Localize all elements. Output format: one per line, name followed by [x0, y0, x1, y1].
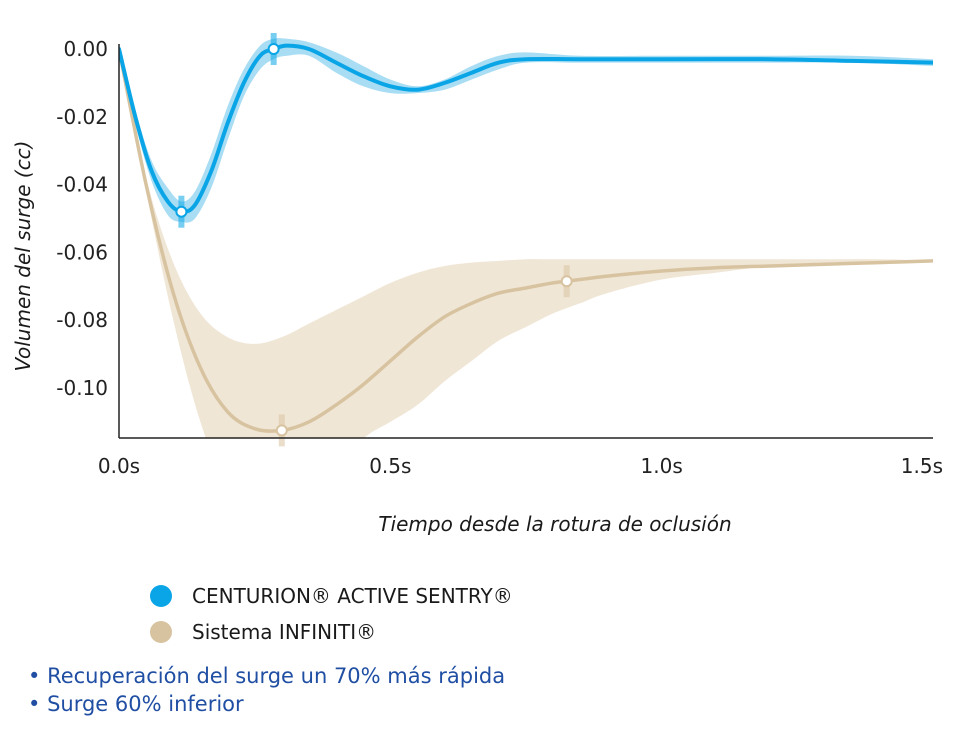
- infiniti-confidence-band: [119, 49, 933, 438]
- y-tick-label: -0.06: [56, 240, 108, 264]
- x-axis-title: Tiempo desde la rotura de oclusión: [378, 512, 731, 536]
- infiniti-marker-point: [560, 275, 573, 288]
- x-tick-label: 1.5s: [901, 454, 943, 478]
- y-tick-label: -0.04: [56, 173, 108, 197]
- legend-label-infiniti: Sistema INFINITI®: [192, 620, 377, 644]
- centurion-marker-point: [267, 43, 280, 55]
- legend-item-centurion: CENTURION® ACTIVE SENTRY®: [150, 578, 513, 614]
- infiniti-series-line: [119, 47, 933, 433]
- legend-swatch-infiniti: [150, 621, 172, 643]
- x-tick-label: 1.0s: [641, 454, 683, 478]
- y-axis-title: Volumen del surge (cc): [11, 141, 35, 372]
- centurion-marker-point: [175, 205, 188, 218]
- surge-chart: 0.00 -0.02 -0.04 -0.06 -0.08 -0.10 0.0s 0.5s 1.…: [11, 33, 943, 536]
- legend: CENTURION® ACTIVE SENTRY® Sistema INFINI…: [150, 578, 513, 650]
- legend-item-infiniti: Sistema INFINITI®: [150, 614, 513, 650]
- centurion-confidence-band: [119, 38, 933, 223]
- key-points: Recuperación del surge un 70% más rápida…: [28, 662, 505, 718]
- y-tick-label: -0.08: [56, 308, 108, 332]
- infiniti-marker-point: [275, 424, 288, 437]
- x-tick-label: 0.0s: [98, 454, 140, 478]
- y-tick-label: -0.10: [56, 376, 108, 400]
- key-point-surge: Surge 60% inferior: [28, 690, 505, 718]
- legend-label-centurion: CENTURION® ACTIVE SENTRY®: [192, 584, 513, 608]
- x-tick-label: 0.5s: [369, 454, 411, 478]
- centurion-series-line: [119, 43, 933, 214]
- key-point-recovery: Recuperación del surge un 70% más rápida: [28, 662, 505, 690]
- legend-swatch-centurion: [150, 585, 172, 607]
- y-tick-label: 0.00: [63, 37, 108, 61]
- y-tick-label: -0.02: [56, 105, 108, 129]
